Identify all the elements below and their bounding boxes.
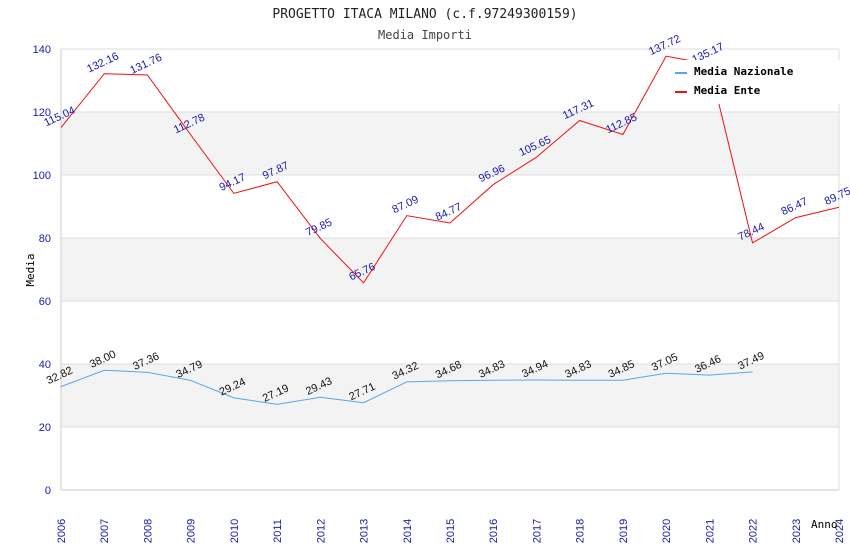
y-tick-label: 40 — [39, 359, 51, 371]
x-tick-label: 2022 — [748, 519, 760, 543]
y-tick-label: 80 — [39, 233, 51, 245]
y-tick-label: 20 — [39, 422, 51, 434]
x-tick-label: 2018 — [575, 519, 587, 543]
y-tick-label: 60 — [39, 296, 51, 308]
x-tick-label: 2020 — [661, 519, 673, 543]
chart-subtitle: Media Importi — [378, 28, 472, 42]
y-tick-label: 140 — [33, 44, 51, 56]
x-tick-label: 2008 — [142, 519, 154, 543]
data-label-ente: 84.77 — [434, 201, 464, 224]
series-lines — [60, 55, 840, 405]
x-tick-label: 2017 — [531, 519, 543, 543]
data-label-ente: 89.75 — [823, 185, 850, 208]
band — [61, 364, 839, 427]
x-tick-label: 2013 — [359, 519, 371, 543]
x-tick-label: 2010 — [229, 519, 241, 543]
axes — [60, 49, 840, 491]
legend-label-nazionale: Media Nazionale — [694, 65, 794, 78]
data-label-ente: 137.72 — [647, 33, 683, 58]
legend: Media Nazionale Media Ente — [670, 60, 840, 104]
x-tick-label: 2006 — [56, 519, 68, 543]
chart-title: PROGETTO ITACA MILANO (c.f.97249300159) — [272, 7, 577, 22]
x-axis-title: Anno — [811, 518, 838, 531]
y-tick-label: 120 — [33, 107, 51, 119]
x-tick-label: 2011 — [272, 519, 284, 543]
legend-background — [670, 60, 840, 104]
y-tick-label: 100 — [33, 170, 51, 182]
y-tick-label: 0 — [45, 485, 51, 497]
data-label-ente: 132.16 — [85, 50, 121, 75]
x-tick-label: 2014 — [402, 519, 414, 543]
band — [61, 238, 839, 301]
data-label-ente: 131.76 — [128, 52, 164, 77]
data-label-ente: 87.09 — [390, 194, 420, 217]
x-tick-label: 2016 — [488, 519, 500, 543]
x-tick-label: 2019 — [618, 519, 630, 543]
x-tick-labels: 2006 2007 2008 2009 2010 2011 2012 2013 2014 2015… — [56, 519, 846, 543]
data-label-ente: 79.85 — [304, 216, 334, 239]
legend-label-ente: Media Ente — [694, 84, 761, 97]
x-tick-label: 2009 — [186, 519, 198, 543]
x-tick-label: 2021 — [704, 519, 716, 543]
y-axis-title: Media — [24, 253, 37, 286]
x-tick-label: 2007 — [99, 519, 111, 543]
y-tick-labels: 0 20 40 60 80 100 120 140 — [33, 44, 51, 497]
data-label-ente: 86.47 — [779, 196, 809, 219]
x-tick-label: 2024 — [834, 519, 846, 543]
x-tick-label: 2012 — [315, 519, 327, 543]
background-bands — [61, 112, 839, 427]
x-tick-label: 2023 — [791, 519, 803, 543]
series-line-nazionale — [60, 369, 753, 405]
x-tick-label: 2015 — [445, 519, 457, 543]
band — [61, 112, 839, 175]
